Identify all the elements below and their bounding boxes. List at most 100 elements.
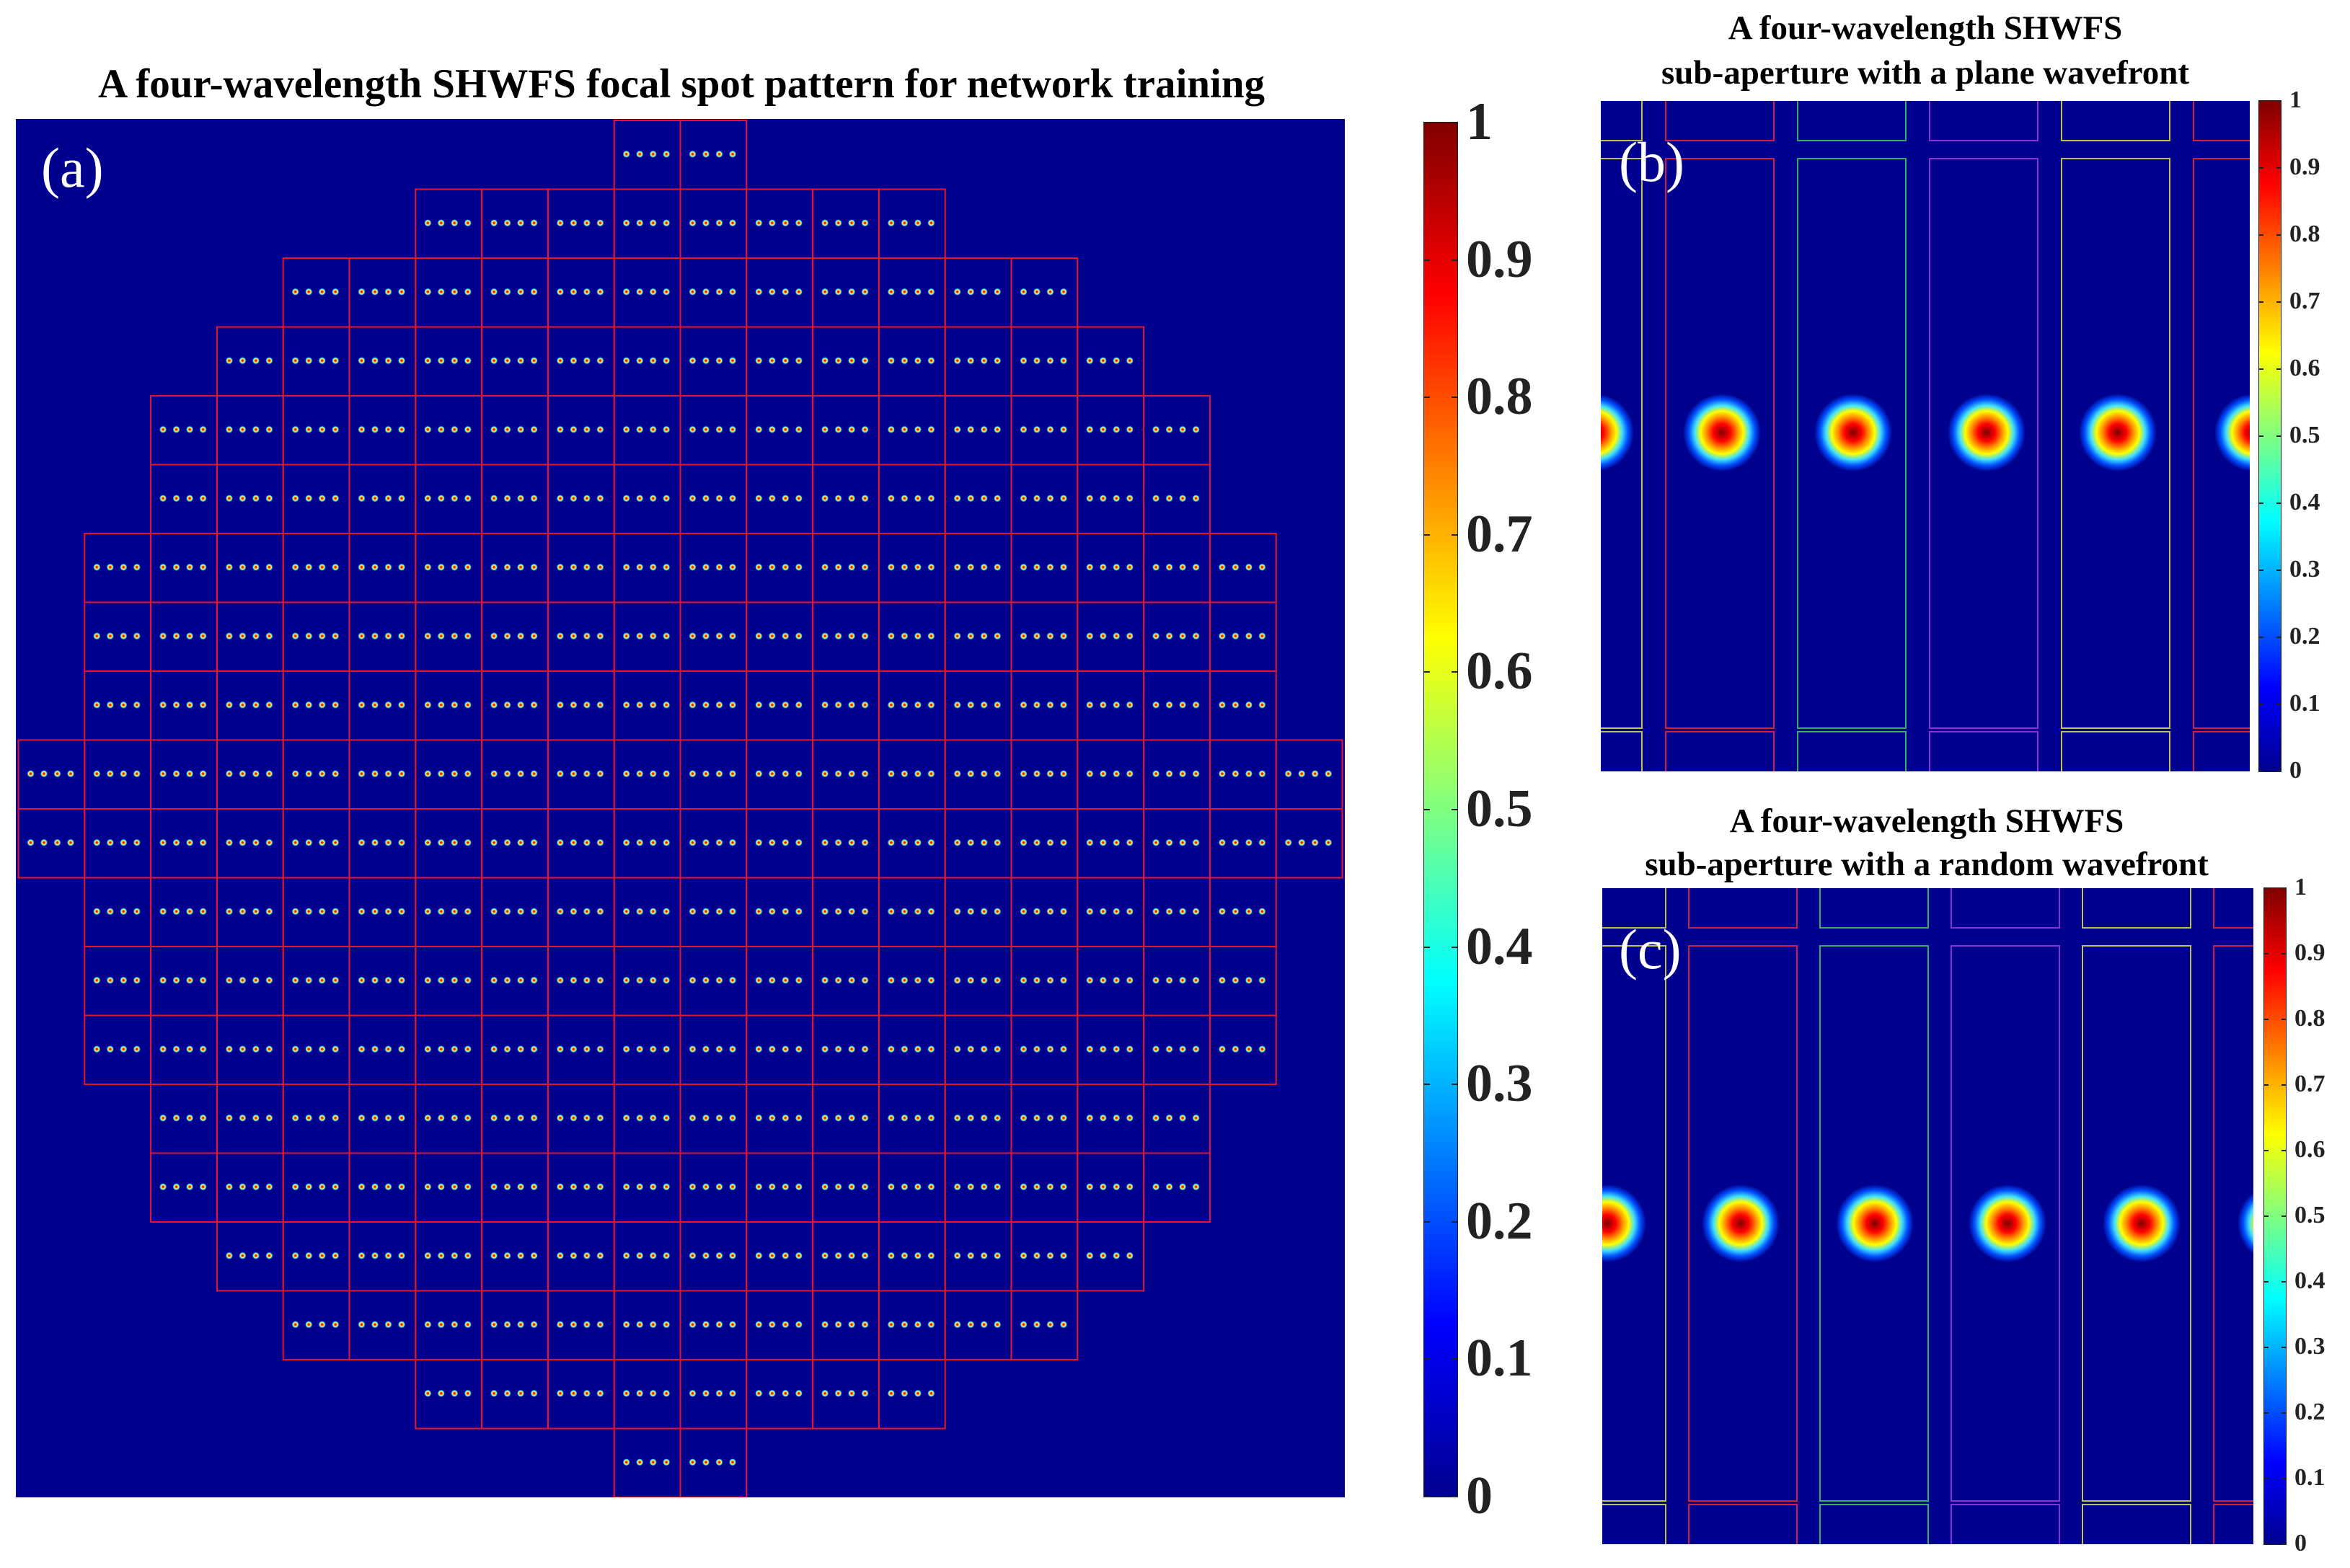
focal-spot <box>305 1252 313 1259</box>
subaperture-box <box>2213 945 2253 1502</box>
focal-spot <box>994 908 1002 916</box>
focal-spot <box>464 770 472 778</box>
focal-spot <box>1232 908 1240 916</box>
focal-spot <box>530 288 538 296</box>
focal-spot <box>265 770 273 778</box>
focal-spot <box>464 219 472 227</box>
focal-spot <box>1325 838 1333 846</box>
focal-spot <box>927 288 935 296</box>
focal-spot <box>901 1389 909 1397</box>
focal-spot <box>424 838 432 846</box>
focal-spot <box>451 288 459 296</box>
focal-spot <box>583 1045 591 1053</box>
focal-spot <box>1969 1184 2046 1262</box>
focal-spot <box>887 908 895 916</box>
focal-spot <box>861 1321 869 1329</box>
focal-spot <box>556 908 564 916</box>
focal-spot <box>384 495 392 502</box>
focal-spot <box>1033 357 1041 365</box>
focal-spot <box>437 1114 445 1122</box>
colorbar-tick-mark <box>2281 887 2286 889</box>
focal-spot <box>689 908 697 916</box>
focal-spot <box>451 1183 459 1191</box>
focal-spot <box>1325 770 1333 778</box>
focal-spot <box>424 1114 432 1122</box>
focal-spot <box>702 908 710 916</box>
focal-spot <box>795 219 803 227</box>
focal-spot <box>570 288 578 296</box>
focal-spot <box>901 288 909 296</box>
focal-spot <box>848 701 856 709</box>
focal-spot <box>225 632 233 640</box>
focal-spot <box>702 1458 710 1466</box>
focal-spot <box>689 976 697 984</box>
focal-spot <box>358 288 366 296</box>
focal-spot <box>133 632 141 640</box>
focal-spot <box>120 976 128 984</box>
focal-spot <box>1311 838 1319 846</box>
focal-spot <box>252 976 260 984</box>
focal-spot <box>1152 1045 1160 1053</box>
focal-spot <box>848 1183 856 1191</box>
focal-spot <box>1113 770 1121 778</box>
focal-spot <box>291 357 299 365</box>
focal-spot <box>503 563 511 571</box>
focal-spot <box>93 632 101 640</box>
focal-spot <box>556 1321 564 1329</box>
colorbar-tick-label: 0.7 <box>2289 288 2320 315</box>
focal-spot <box>424 632 432 640</box>
focal-spot <box>914 219 922 227</box>
focal-spot <box>332 908 340 916</box>
focal-spot <box>305 770 313 778</box>
focal-spot <box>901 632 909 640</box>
focal-spot <box>437 357 445 365</box>
focal-spot <box>556 219 564 227</box>
focal-spot <box>437 908 445 916</box>
focal-spot <box>1126 976 1134 984</box>
focal-spot <box>994 425 1002 433</box>
focal-spot <box>887 219 895 227</box>
subaperture-box <box>1797 101 1907 141</box>
focal-spot <box>1258 563 1266 571</box>
focal-spot <box>649 425 657 433</box>
focal-spot <box>927 1389 935 1397</box>
focal-spot <box>437 563 445 571</box>
focal-spot <box>702 150 710 158</box>
colorbar-tick-mark <box>2281 1150 2286 1151</box>
focal-spot <box>556 1183 564 1191</box>
focal-spot <box>861 1114 869 1122</box>
focal-spot <box>530 1183 538 1191</box>
colorbar-tick-mark <box>2276 704 2281 705</box>
focal-spot <box>1046 1114 1054 1122</box>
focal-spot <box>93 1045 101 1053</box>
focal-spot <box>530 838 538 846</box>
focal-spot <box>1245 701 1253 709</box>
focal-spot <box>887 701 895 709</box>
focal-spot <box>371 976 379 984</box>
colorbar-tick-label: 0.1 <box>1466 1329 1533 1388</box>
focal-spot <box>953 1114 961 1122</box>
focal-spot <box>1232 838 1240 846</box>
focal-spot <box>861 908 869 916</box>
focal-spot <box>622 288 630 296</box>
focal-spot <box>384 701 392 709</box>
focal-spot <box>636 1458 644 1466</box>
focal-spot <box>172 425 180 433</box>
focal-spot <box>887 1321 895 1329</box>
focal-spot <box>583 976 591 984</box>
focal-spot <box>848 908 856 916</box>
focal-spot <box>1179 1114 1187 1122</box>
focal-spot <box>782 1389 790 1397</box>
focal-spot <box>729 1389 736 1397</box>
focal-spot <box>861 288 869 296</box>
focal-spot <box>1126 495 1134 502</box>
focal-spot <box>980 1045 988 1053</box>
colorbar-tick-label: 0.5 <box>2289 422 2320 449</box>
focal-spot <box>464 495 472 502</box>
subaperture-box <box>1797 731 1907 771</box>
focal-spot <box>503 1045 511 1053</box>
focal-spot <box>424 563 432 571</box>
focal-spot <box>517 495 525 502</box>
focal-spot <box>1165 632 1173 640</box>
focal-spot <box>1298 770 1306 778</box>
